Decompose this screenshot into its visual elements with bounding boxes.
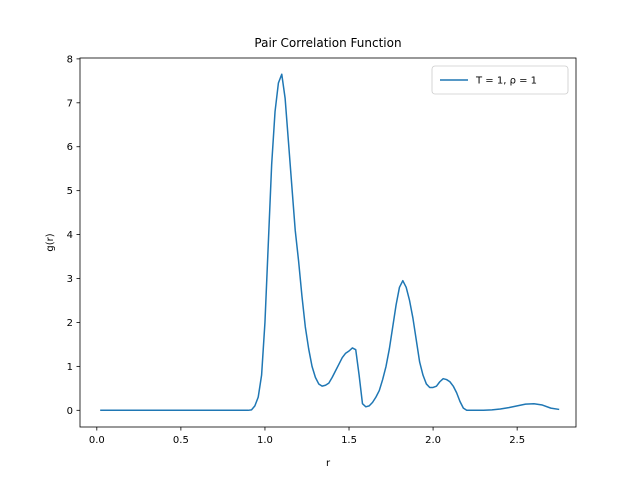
x-tick-label: 0.0 [89,435,105,446]
legend-entry-0: T = 1, ρ = 1 [475,76,537,87]
axes-frame [79,57,577,428]
y-tick-label: 6 [67,142,73,153]
x-axis-label: r [326,458,331,469]
y-tick-label: 8 [67,54,73,65]
x-tick-label: 1.0 [257,435,273,446]
plot-area: 0.0 0.5 1.0 1.5 2.0 2.5 0 1 2 3 4 5 6 7 8 [67,54,577,446]
y-tick-label: 3 [67,274,73,285]
y-tick-label: 7 [67,98,73,109]
y-tick-label: 4 [67,230,73,241]
x-tick-label: 2.5 [509,435,525,446]
y-tick-label: 2 [67,318,73,329]
x-tick-label: 1.5 [341,435,357,446]
legend-box [431,65,569,95]
y-tick-label: 5 [67,186,73,197]
x-tick-label: 0.5 [173,435,189,446]
y-tick-label: 1 [67,362,73,373]
series-line-0 [100,73,560,412]
legend: T = 1, ρ = 1 [431,65,569,95]
y-axis-label: g(r) [45,233,56,251]
y-tick-label: 0 [67,406,73,417]
chart-title: Pair Correlation Function [254,36,401,50]
x-tick-label: 2.0 [425,435,441,446]
